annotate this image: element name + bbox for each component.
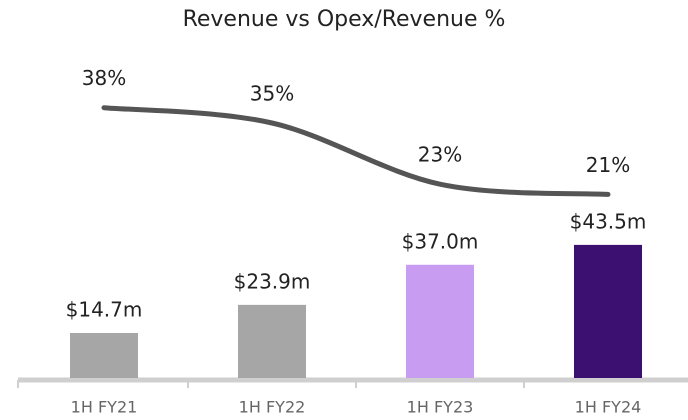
bar (406, 264, 474, 378)
line (101, 105, 611, 197)
bar-value-label: $37.0m (402, 229, 479, 253)
bar-value-label: $23.9m (234, 269, 311, 293)
x-tick-label: 1H FY23 (407, 398, 474, 417)
line-value-label: 35% (250, 82, 294, 106)
bar-value-label: $14.7m (66, 298, 143, 322)
line-value-label: 23% (418, 143, 462, 167)
line-value-label: 21% (586, 153, 630, 177)
chart-title: Revenue vs Opex/Revenue % (183, 7, 506, 32)
x-tick-label: 1H FY21 (71, 398, 138, 417)
bar (574, 244, 642, 378)
x-tick-label: 1H FY22 (239, 398, 306, 417)
bar (70, 333, 138, 378)
x-axis (17, 377, 688, 388)
bar-value-label: $43.5m (570, 209, 647, 233)
x-tick-label: 1H FY24 (575, 398, 642, 417)
line-value-label: 38% (82, 66, 126, 90)
bar (238, 304, 306, 378)
